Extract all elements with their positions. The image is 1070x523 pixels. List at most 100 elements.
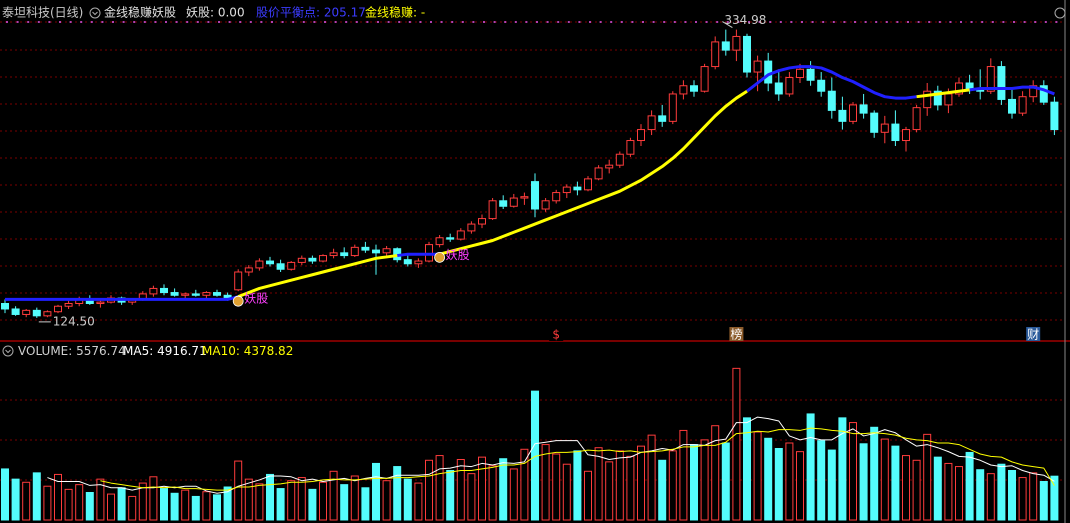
signal-dot — [949, 21, 952, 23]
signal-dot — [631, 21, 634, 23]
signal-dot — [281, 21, 284, 23]
volume-bar — [319, 481, 327, 521]
volume-bar — [753, 431, 762, 521]
signal-dot — [589, 21, 591, 23]
signal-dot — [345, 21, 348, 23]
candle-body — [329, 252, 338, 257]
event-label: $ — [552, 328, 560, 342]
settings-icon[interactable] — [1054, 7, 1066, 19]
volume-bar — [499, 458, 508, 521]
signal-dot — [938, 21, 941, 23]
volume-bar — [1008, 470, 1016, 521]
volume-bar — [743, 417, 751, 521]
volume-bar — [117, 487, 126, 521]
volume-bar — [234, 460, 243, 521]
volume-bar — [181, 489, 190, 521]
volume-bar — [467, 473, 476, 521]
menu-icon[interactable] — [89, 7, 101, 19]
signal-dot — [546, 21, 549, 23]
candle-body — [732, 35, 741, 51]
volume-bar — [562, 463, 571, 521]
arrow — [722, 21, 733, 29]
candle-body — [986, 66, 995, 92]
candle-body — [817, 79, 826, 92]
candle-body — [1, 303, 9, 310]
signal-dot — [801, 21, 803, 23]
volume-bar — [456, 459, 465, 521]
candle-body — [1039, 85, 1048, 103]
volume-bar — [584, 470, 592, 521]
candle-body — [711, 41, 720, 68]
volume-bar — [764, 437, 773, 521]
candle-body — [933, 90, 942, 106]
candle-body — [234, 271, 243, 291]
signal-dot — [6, 21, 8, 23]
volume-bar — [170, 492, 179, 521]
signal-dot — [567, 21, 570, 23]
volume-bar — [382, 480, 391, 521]
volume-ma-line — [100, 427, 1055, 491]
candle-body — [849, 104, 857, 122]
candle-body — [785, 77, 794, 95]
signal-value: 妖股: 0.00 — [186, 6, 245, 20]
volume-bar — [160, 488, 168, 521]
signal-dot — [80, 21, 83, 23]
candle-body — [11, 308, 20, 315]
candle-body — [541, 200, 550, 210]
volume-bar — [191, 495, 200, 521]
signal-dot — [451, 21, 454, 23]
candle-body — [1008, 98, 1016, 114]
candle-body — [446, 237, 455, 240]
volume-bar — [785, 442, 794, 521]
signal-dot — [1002, 21, 1005, 23]
volume-bar — [626, 455, 635, 521]
candle-body — [276, 263, 285, 270]
volume-bar — [605, 461, 614, 521]
signal-dot — [726, 21, 729, 23]
signal-dot — [970, 21, 973, 23]
volume-bar — [488, 465, 497, 521]
candle-body — [880, 123, 889, 133]
volume-bar — [138, 482, 147, 521]
signal-dot — [27, 21, 30, 23]
signal-dot — [419, 21, 422, 23]
signal-dot — [249, 21, 252, 23]
signal-dot — [642, 21, 644, 23]
candle-body — [594, 167, 603, 180]
candle-body — [626, 140, 635, 155]
signal-dot — [408, 21, 411, 23]
volume-bar — [85, 492, 94, 521]
signal-dot — [175, 21, 178, 23]
candle-body — [509, 197, 518, 207]
signal-dot — [758, 21, 761, 23]
volume-bar — [902, 455, 910, 521]
signal-dot — [928, 21, 931, 23]
signal-label: 妖股 — [244, 292, 268, 306]
candle-body — [838, 109, 847, 122]
volume-bar — [944, 462, 953, 521]
volume-label: VOLUME: — [18, 344, 72, 358]
volume-bar — [403, 478, 412, 521]
volume-bar — [732, 367, 741, 521]
volume-bar — [1, 468, 9, 521]
volume-bar — [107, 493, 115, 521]
signal-dot — [355, 21, 358, 23]
volume-bar — [350, 475, 359, 521]
volume-bar — [849, 422, 857, 521]
signal-dot — [292, 21, 295, 23]
volume-bar — [965, 451, 974, 521]
candle-body — [573, 186, 582, 191]
menu-icon-arrow — [92, 11, 98, 16]
signal-dot — [885, 21, 888, 23]
volume-menu-icon[interactable] — [2, 345, 14, 357]
event-badge — [1026, 327, 1041, 341]
signal-dot — [48, 21, 51, 23]
volume-bar — [308, 488, 317, 521]
volume-bar — [414, 482, 423, 521]
volume-bar — [594, 447, 603, 521]
candle-body — [297, 257, 306, 263]
signal-dot — [196, 21, 199, 23]
signal-dot — [514, 21, 517, 23]
candle-body — [22, 309, 31, 315]
